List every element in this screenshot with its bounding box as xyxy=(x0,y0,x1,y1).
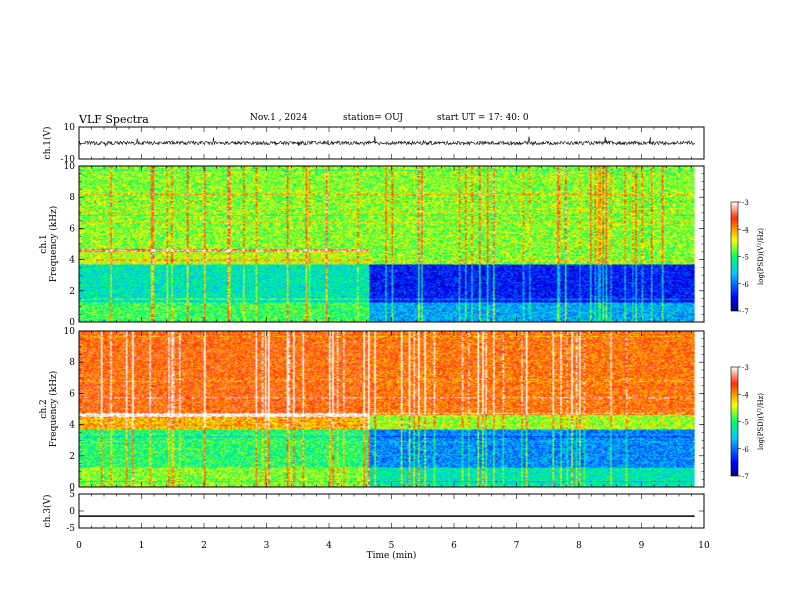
spectrogram-image-1 xyxy=(79,166,704,322)
colorbar-tick-label: -5 xyxy=(742,419,749,427)
panel-frame-3 xyxy=(78,493,705,529)
x-tick-label: 6 xyxy=(451,541,457,551)
y-tick-label: 5 xyxy=(69,490,75,500)
x-tick-label: 0 xyxy=(76,541,82,551)
y-tick-label: 2 xyxy=(69,452,75,462)
colorbar-tick-label: -4 xyxy=(742,391,749,399)
y-axis-label: ch.1(V) xyxy=(42,127,53,160)
y-tick-label: 10 xyxy=(64,162,76,172)
y-tick-label: 0 xyxy=(69,507,75,517)
colorbar-tick-label: -7 xyxy=(742,473,749,481)
x-tick-label: 8 xyxy=(576,541,582,551)
colorbar-tick-label: -6 xyxy=(742,446,749,454)
x-tick-label: 10 xyxy=(698,541,710,551)
x-tick-label: 1 xyxy=(139,541,145,551)
x-axis-label: Time (min) xyxy=(367,550,417,561)
colorbar-label: log(PSD)(V²/Hz) xyxy=(757,393,765,450)
x-tick-label: 7 xyxy=(514,541,520,551)
y-tick-label: 2 xyxy=(69,287,75,297)
y-axis-label-channel: ch.1 xyxy=(39,234,49,253)
y-tick-label: 4 xyxy=(69,421,75,431)
x-tick-label: 4 xyxy=(326,541,332,551)
y-tick-label: 6 xyxy=(69,389,75,399)
colorbar-1 xyxy=(730,201,739,312)
x-tick-label: 3 xyxy=(264,541,270,551)
spectrogram-image-2 xyxy=(79,331,704,487)
colorbar-tick-label: -6 xyxy=(742,281,749,289)
chart-title: VLF Spectra xyxy=(79,113,149,126)
y-tick-label: 8 xyxy=(69,358,75,368)
y-axis-label-frequency: Frequency (kHz) xyxy=(48,371,59,448)
colorbar-label: log(PSD)(V²/Hz) xyxy=(757,228,765,285)
y-axis-label: ch.3(V) xyxy=(42,495,53,528)
date-label: Nov.1 , 2024 xyxy=(250,113,308,123)
y-tick-label: 6 xyxy=(69,224,75,234)
colorbar-tick-label: -3 xyxy=(742,364,749,372)
y-tick-label: -10 xyxy=(61,155,76,165)
colorbar-tick-label: -4 xyxy=(742,226,749,234)
y-tick-label: 4 xyxy=(69,256,75,266)
colorbar-tick-label: -3 xyxy=(742,199,749,207)
x-tick-label: 5 xyxy=(389,541,395,551)
y-tick-label: 0 xyxy=(69,483,75,493)
station-label: station= OUJ xyxy=(343,113,404,123)
y-tick-label: 10 xyxy=(64,327,76,337)
y-tick-label: 10 xyxy=(64,123,76,133)
y-tick-label: 0 xyxy=(69,318,75,328)
ch1-waveform-series xyxy=(78,136,695,147)
x-tick-label: 9 xyxy=(639,541,645,551)
y-axis-label-frequency: Frequency (kHz) xyxy=(48,206,59,283)
y-tick-label: -5 xyxy=(66,524,75,534)
y-tick-label: 8 xyxy=(69,193,75,203)
colorbar-tick-label: -7 xyxy=(742,308,749,316)
colorbar-2 xyxy=(730,366,739,477)
y-axis-label-channel: ch.2 xyxy=(39,399,49,418)
x-tick-label: 2 xyxy=(201,541,207,551)
colorbar-tick-label: -5 xyxy=(742,254,749,262)
start-time-label: start UT = 17: 40: 0 xyxy=(437,113,529,123)
